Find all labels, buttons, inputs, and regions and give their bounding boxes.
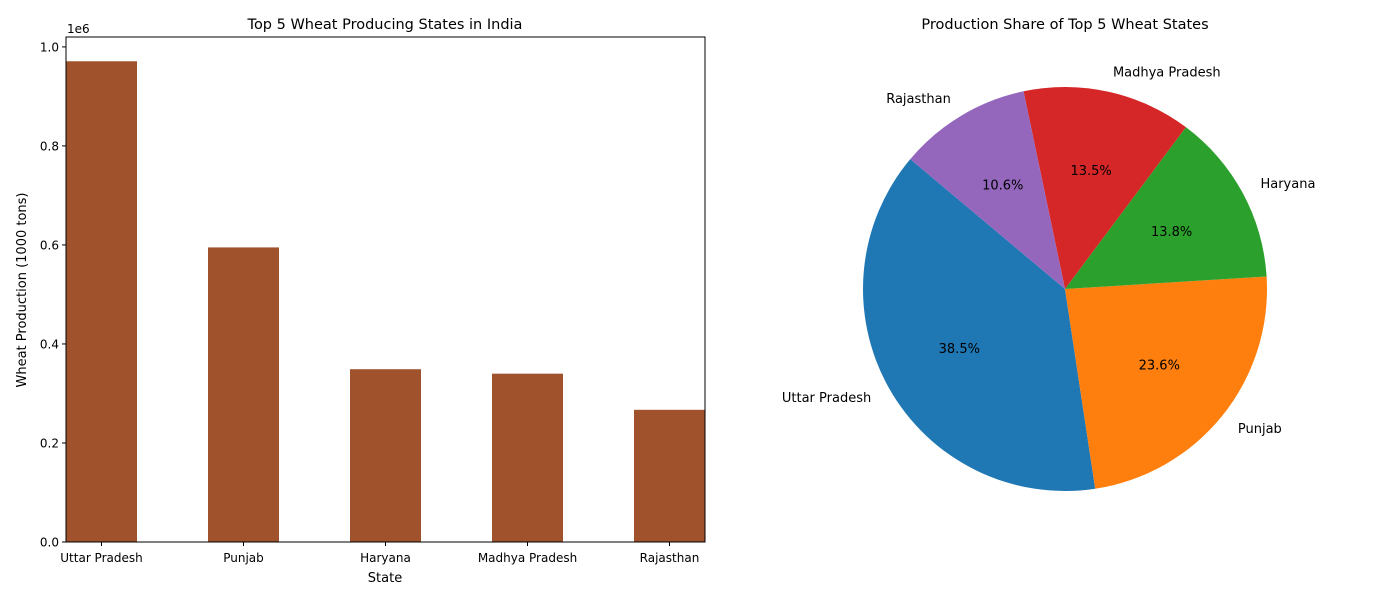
x-tick-label: Punjab <box>223 551 264 565</box>
slice-percent: 10.6% <box>982 179 1023 194</box>
slice-label: Rajasthan <box>886 92 951 107</box>
y-tick-label: 0.6 <box>40 238 59 252</box>
y-axis-ticks: 0.0 0.2 0.4 0.6 0.8 1.0 <box>40 40 66 550</box>
pie-slices <box>863 86 1268 491</box>
slice-label: Punjab <box>1238 422 1282 437</box>
y-scale-label: 1e6 <box>67 22 90 36</box>
x-axis-ticks: Uttar Pradesh Punjab Haryana Madhya Pradesh… <box>60 542 699 565</box>
x-tick-label: Madhya Pradesh <box>478 551 577 565</box>
bar-haryana <box>350 369 421 542</box>
bar-chart: Top 5 Wheat Producing States in India 1e… <box>15 17 706 586</box>
slice-rajasthan <box>910 91 1065 290</box>
slice-label: Haryana <box>1260 177 1315 192</box>
bar-chart-title: Top 5 Wheat Producing States in India <box>247 17 523 33</box>
bar-madhya-pradesh <box>492 373 563 542</box>
pie-labels: Uttar Pradesh 38.5% Punjab 23.6% Haryana 13.8… <box>782 66 1316 438</box>
pie-chart: Production Share of Top 5 Wheat States U… <box>782 17 1316 491</box>
slice-label: Madhya Pradesh <box>1113 66 1221 81</box>
bars <box>66 61 705 543</box>
y-tick-label: 0.2 <box>40 436 59 450</box>
x-tick-label: Rajasthan <box>640 551 700 565</box>
slice-percent: 23.6% <box>1139 359 1180 374</box>
slice-label: Uttar Pradesh <box>782 391 871 406</box>
slice-uttar-pradesh <box>863 159 1096 491</box>
y-tick-label: 0.0 <box>40 536 59 550</box>
slice-madhya-pradesh <box>1023 86 1186 289</box>
bar-uttar-pradesh <box>66 61 137 543</box>
slice-percent: 13.5% <box>1070 164 1111 179</box>
slice-percent: 38.5% <box>939 342 980 357</box>
bar-punjab <box>208 247 279 542</box>
y-tick-label: 0.4 <box>40 337 59 351</box>
y-tick-label: 1.0 <box>40 40 59 54</box>
x-axis-label: State <box>368 571 402 586</box>
slice-haryana <box>1065 127 1267 290</box>
y-tick-label: 0.8 <box>40 139 59 153</box>
x-tick-label: Uttar Pradesh <box>60 551 142 565</box>
bar-rajasthan <box>634 409 705 542</box>
pie-chart-title: Production Share of Top 5 Wheat States <box>921 17 1208 33</box>
y-axis-label: Wheat Production (1000 tons) <box>15 192 30 387</box>
axes-frame <box>65 36 706 543</box>
x-tick-label: Haryana <box>360 551 411 565</box>
slice-percent: 13.8% <box>1151 225 1192 240</box>
slice-punjab <box>1065 276 1268 489</box>
